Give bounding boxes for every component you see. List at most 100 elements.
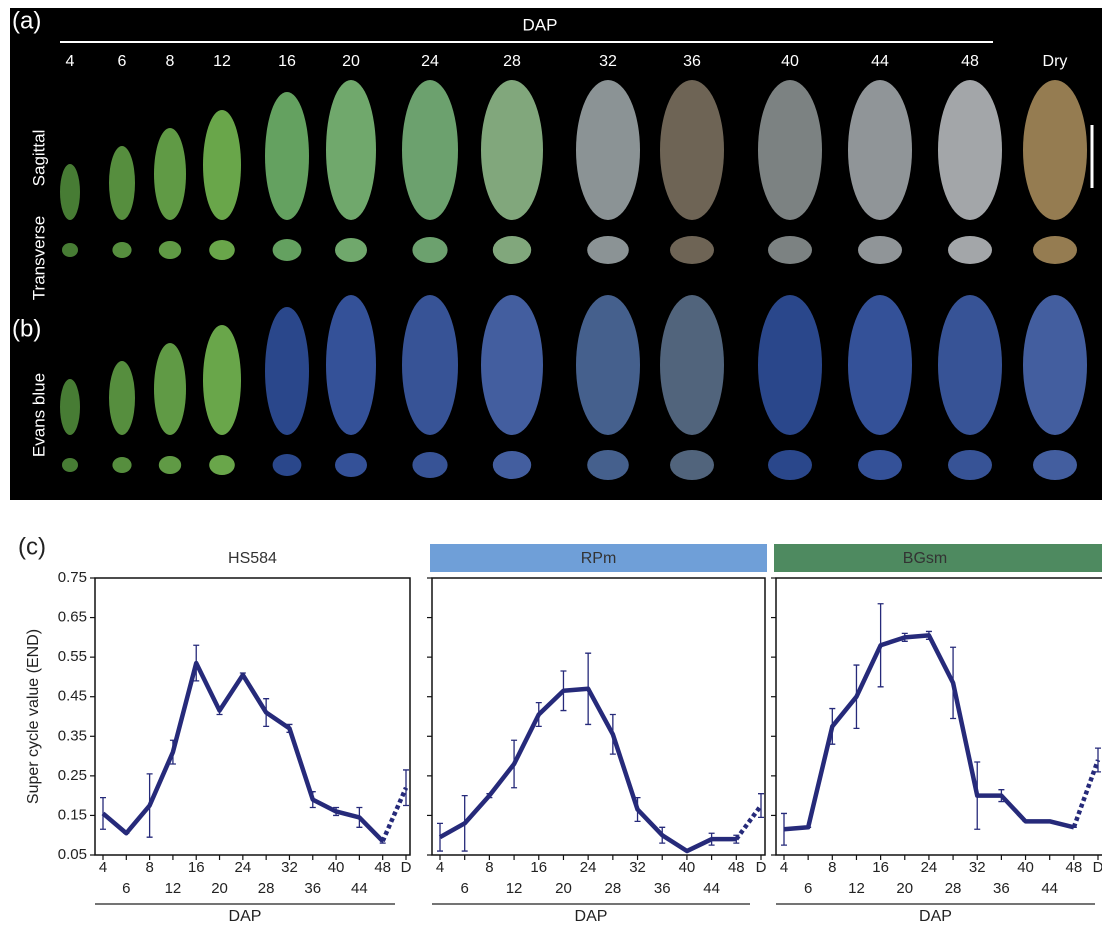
seed-stained-transverse (1033, 450, 1077, 480)
x-tick-label: 32 (629, 859, 646, 876)
series-line-dashed (1074, 760, 1098, 827)
error-bar (758, 794, 764, 818)
seed-stained (848, 295, 912, 435)
x-tick-label: D (1093, 859, 1102, 876)
x-tick-label: 16 (530, 859, 547, 876)
seed-stained-transverse (112, 457, 131, 473)
x-tick-label: 8 (828, 859, 836, 876)
x-tick-label: 12 (506, 880, 523, 897)
seed-sagittal (60, 164, 80, 220)
column-label: 28 (503, 53, 521, 70)
seed-stained (109, 361, 135, 435)
series-line (784, 635, 1074, 829)
column-label: 32 (599, 53, 617, 70)
seed-stained-transverse (412, 452, 447, 478)
seed-stained (660, 295, 724, 435)
x-tick-label: 36 (304, 880, 321, 897)
seed-sagittal (576, 80, 640, 220)
seed-transverse (587, 236, 629, 264)
plot-frame (432, 578, 765, 855)
x-tick-label: 44 (1041, 880, 1058, 897)
series-line-dashed (736, 806, 761, 840)
x-tick-label: 40 (328, 859, 345, 876)
seed-stained-transverse (858, 450, 902, 480)
seed-transverse (273, 239, 302, 261)
seed-stained (265, 307, 309, 435)
x-tick-label: 28 (605, 880, 622, 897)
seed-transverse (112, 242, 131, 258)
seed-transverse (670, 236, 714, 264)
seed-stained (326, 295, 376, 435)
x-tick-label: 6 (122, 880, 130, 897)
seed-stained-transverse (335, 453, 367, 477)
seed-sagittal (1023, 80, 1087, 220)
chart-title: HS584 (228, 550, 277, 567)
x-tick-label: 16 (188, 859, 205, 876)
chart-title: BGsm (903, 550, 947, 567)
x-tick-label: 36 (993, 880, 1010, 897)
seed-stained-transverse (948, 450, 992, 480)
x-tick-label: 48 (374, 859, 391, 876)
y-tick-label: 0.45 (58, 688, 87, 705)
column-label: 24 (421, 53, 439, 70)
seed-sagittal (326, 80, 376, 220)
column-label: 48 (961, 53, 979, 70)
y-tick-label: 0.55 (58, 648, 87, 665)
x-tick-label: 12 (848, 880, 865, 897)
x-tick-label: 4 (99, 859, 107, 876)
seed-stained-transverse (587, 450, 629, 480)
seed-stained-transverse (768, 450, 812, 480)
x-tick-label: 40 (1017, 859, 1034, 876)
seed-transverse (62, 243, 78, 257)
x-tick-label: 24 (921, 859, 938, 876)
x-tick-label: 24 (580, 859, 597, 876)
column-label: 12 (213, 53, 231, 70)
seed-stained (758, 295, 822, 435)
column-label: Dry (1043, 53, 1068, 70)
seed-sagittal (938, 80, 1002, 220)
seed-stained-transverse (159, 456, 181, 474)
seed-stained-transverse (670, 450, 714, 480)
seed-sagittal (402, 80, 458, 220)
seed-sagittal (154, 128, 186, 220)
seed-sagittal (265, 92, 309, 220)
column-label: 8 (166, 53, 175, 70)
seed-stained-transverse (62, 458, 78, 472)
x-tick-label: 8 (145, 859, 153, 876)
x-tick-label: 8 (485, 859, 493, 876)
seed-sagittal (203, 110, 241, 220)
series-line (103, 663, 383, 841)
seed-stained-transverse (209, 455, 235, 475)
seed-sagittal (481, 80, 543, 220)
x-axis-label: DAP (575, 908, 608, 925)
x-tick-label: 6 (461, 880, 469, 897)
x-tick-label: 28 (945, 880, 962, 897)
seed-sagittal (109, 146, 135, 220)
x-tick-label: 48 (1066, 859, 1083, 876)
series-line-dashed (383, 788, 406, 841)
x-tick-label: 44 (351, 880, 368, 897)
y-tick-label: 0.65 (58, 609, 87, 626)
y-axis-label: Super cycle value (END) (25, 629, 42, 804)
seed-transverse (1033, 236, 1077, 264)
column-label: 44 (871, 53, 889, 70)
x-tick-label: 4 (780, 859, 788, 876)
x-tick-label: 36 (654, 880, 671, 897)
x-tick-label: 20 (211, 880, 228, 897)
x-tick-label: 4 (436, 859, 444, 876)
y-tick-label: 0.25 (58, 767, 87, 784)
seed-stained (481, 295, 543, 435)
seed-sagittal (758, 80, 822, 220)
x-axis-label: DAP (919, 908, 952, 925)
seed-transverse (335, 238, 367, 262)
y-tick-label: 0.15 (58, 806, 87, 823)
x-tick-label: 6 (804, 880, 812, 897)
seed-transverse (948, 236, 992, 264)
row-label: Evans blue (29, 373, 48, 457)
column-label: 4 (66, 53, 75, 70)
column-label: 6 (118, 53, 127, 70)
seed-transverse (159, 241, 181, 259)
x-tick-label: 28 (258, 880, 275, 897)
seed-stained (576, 295, 640, 435)
seed-stained (1023, 295, 1087, 435)
